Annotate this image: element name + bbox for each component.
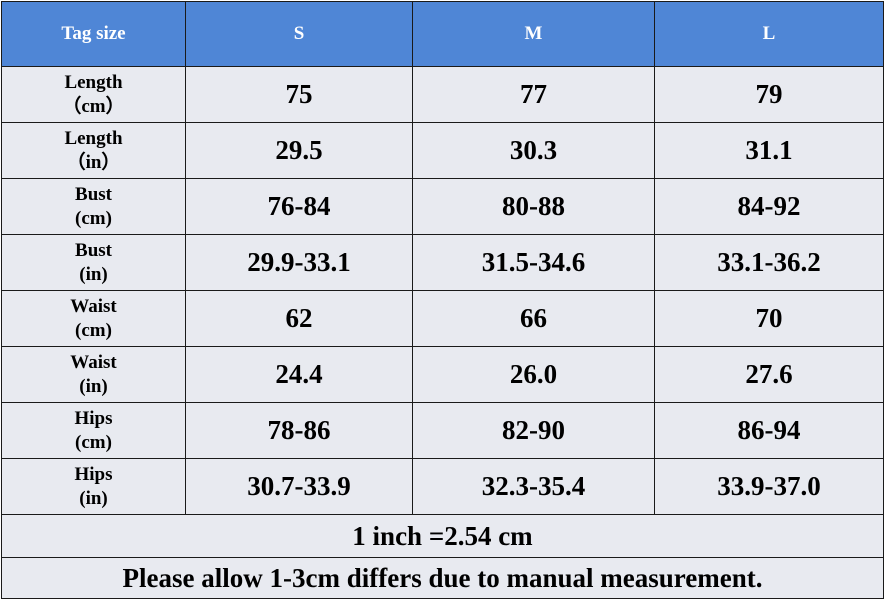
table-row: Hips (in) 30.7-33.9 32.3-35.4 33.9-37.0 — [1, 458, 884, 515]
table-body: Length （cm） 75 77 79 Length （in） 29.5 30… — [1, 66, 884, 599]
cell-size-l: 86-94 — [654, 402, 884, 459]
row-label: Length （in） — [1, 122, 186, 179]
row-label-unit: (cm) — [75, 207, 112, 229]
cell-size-m: 82-90 — [412, 402, 655, 459]
row-label: Length （cm） — [1, 66, 186, 123]
cell-size-s: 76-84 — [185, 178, 413, 235]
table-header: Tag size S M L — [1, 1, 884, 67]
row-label-measure: Waist — [70, 351, 117, 373]
cell-size-m: 30.3 — [412, 122, 655, 179]
cell-size-s: 75 — [185, 66, 413, 123]
row-label: Bust (cm) — [1, 178, 186, 235]
row-label-unit: （cm） — [62, 95, 125, 117]
row-label: Waist (cm) — [1, 290, 186, 347]
table-row: Length （cm） 75 77 79 — [1, 66, 884, 123]
row-label-unit: (in) — [79, 263, 108, 285]
row-label-measure: Length — [64, 71, 123, 93]
header-size-s: S — [185, 1, 413, 67]
row-label: Waist (in) — [1, 346, 186, 403]
cell-size-m: 66 — [412, 290, 655, 347]
row-label-measure: Waist — [70, 295, 117, 317]
row-label-unit: （in） — [66, 151, 121, 173]
cell-size-m: 77 — [412, 66, 655, 123]
table-row: Hips (cm) 78-86 82-90 86-94 — [1, 402, 884, 459]
row-label-measure: Bust — [75, 183, 112, 205]
cell-size-m: 31.5-34.6 — [412, 234, 655, 291]
measurement-disclaimer: Please allow 1-3cm differs due to manual… — [1, 557, 884, 599]
header-tag-size: Tag size — [1, 1, 186, 67]
cell-size-s: 29.9-33.1 — [185, 234, 413, 291]
cell-size-m: 80-88 — [412, 178, 655, 235]
row-label-measure: Hips — [74, 463, 113, 485]
row-label-measure: Length — [64, 127, 123, 149]
cell-size-l: 27.6 — [654, 346, 884, 403]
cell-size-l: 33.9-37.0 — [654, 458, 884, 515]
row-label-unit: (cm) — [75, 319, 112, 341]
row-label: Hips (in) — [1, 458, 186, 515]
cell-size-l: 70 — [654, 290, 884, 347]
table-row: Waist (in) 24.4 26.0 27.6 — [1, 346, 884, 403]
row-label-measure: Hips — [74, 407, 113, 429]
row-label: Hips (cm) — [1, 402, 186, 459]
table-row: Bust (in) 29.9-33.1 31.5-34.6 33.1-36.2 — [1, 234, 884, 291]
cell-size-s: 29.5 — [185, 122, 413, 179]
conversion-note-row: 1 inch =2.54 cm — [1, 514, 884, 558]
row-label-measure: Bust — [75, 239, 112, 261]
cell-size-l: 33.1-36.2 — [654, 234, 884, 291]
table-row: Bust (cm) 76-84 80-88 84-92 — [1, 178, 884, 235]
table-row: Length （in） 29.5 30.3 31.1 — [1, 122, 884, 179]
header-size-m: M — [412, 1, 655, 67]
cell-size-l: 84-92 — [654, 178, 884, 235]
row-label-unit: (in) — [79, 375, 108, 397]
header-row: Tag size S M L — [1, 1, 884, 67]
table-row: Waist (cm) 62 66 70 — [1, 290, 884, 347]
cell-size-m: 26.0 — [412, 346, 655, 403]
cell-size-s: 30.7-33.9 — [185, 458, 413, 515]
row-label-unit: (in) — [79, 487, 108, 509]
cell-size-l: 31.1 — [654, 122, 884, 179]
row-label: Bust (in) — [1, 234, 186, 291]
cell-size-m: 32.3-35.4 — [412, 458, 655, 515]
cell-size-s: 78-86 — [185, 402, 413, 459]
cell-size-l: 79 — [654, 66, 884, 123]
cell-size-s: 62 — [185, 290, 413, 347]
conversion-note: 1 inch =2.54 cm — [1, 514, 884, 558]
header-size-l: L — [654, 1, 884, 67]
cell-size-s: 24.4 — [185, 346, 413, 403]
disclaimer-row: Please allow 1-3cm differs due to manual… — [1, 557, 884, 599]
row-label-unit: (cm) — [75, 431, 112, 453]
